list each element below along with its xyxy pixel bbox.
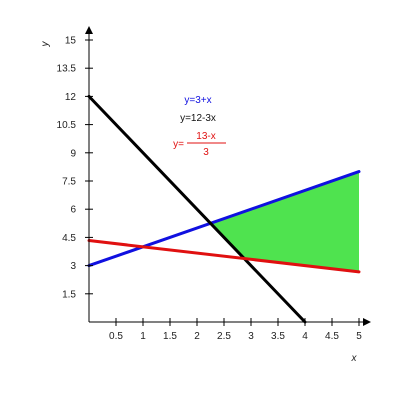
- legend-line3-denominator: 3: [203, 147, 209, 158]
- x-tick-label: 3.5: [271, 331, 285, 342]
- y-axis-arrow: [85, 26, 93, 34]
- x-tick-label: 3: [248, 331, 254, 342]
- y-tick-label: 12: [65, 92, 77, 103]
- x-tick-label: 2: [194, 331, 200, 342]
- series-line-2: [87, 94, 307, 324]
- series-line-1: [87, 170, 361, 268]
- axes: [85, 26, 371, 326]
- x-tick-label: 1: [140, 331, 146, 342]
- x-tick-label: 5: [356, 331, 362, 342]
- x-tick-label: 0.5: [109, 331, 123, 342]
- x-tick-label: 1.5: [163, 331, 177, 342]
- ticks: 0.5 1 1.5 2 2.5 3 3.5 4 4.5 5 1.5 3 4.5 6 7.5 9 10.5 12 13…: [57, 36, 363, 343]
- legend: y=3+x y=12-3x y= 13-x 3: [173, 95, 226, 158]
- y-tick-label: 15: [65, 36, 77, 47]
- y-tick-label: 3: [70, 261, 76, 272]
- x-tick-label: 4: [302, 331, 308, 342]
- shaded-region-layer: [210, 171, 359, 272]
- y-tick-label: 10.5: [57, 120, 77, 131]
- y-tick-label: 9: [70, 148, 76, 159]
- shaded-region: [210, 171, 359, 272]
- y-tick-label: 7.5: [62, 177, 76, 188]
- legend-line3-prefix: y=: [173, 139, 184, 150]
- series-line-3: [87, 239, 361, 274]
- y-tick-label: 6: [70, 205, 76, 216]
- x-tick-label: 4.5: [325, 331, 339, 342]
- y-axis-label: y: [40, 41, 51, 48]
- x-axis-label: x: [351, 353, 358, 364]
- y-tick-label: 1.5: [62, 289, 76, 300]
- x-tick-label: 2.5: [217, 331, 231, 342]
- y-tick-label: 4.5: [62, 233, 76, 244]
- series-layer: [87, 94, 361, 324]
- legend-line1-text: y=3+x: [184, 95, 211, 106]
- y-tick-label: 13.5: [57, 64, 77, 75]
- legend-line2-text: y=12-3x: [180, 113, 216, 124]
- x-axis-arrow: [363, 318, 371, 326]
- legend-line3-numerator: 13-x: [196, 131, 215, 142]
